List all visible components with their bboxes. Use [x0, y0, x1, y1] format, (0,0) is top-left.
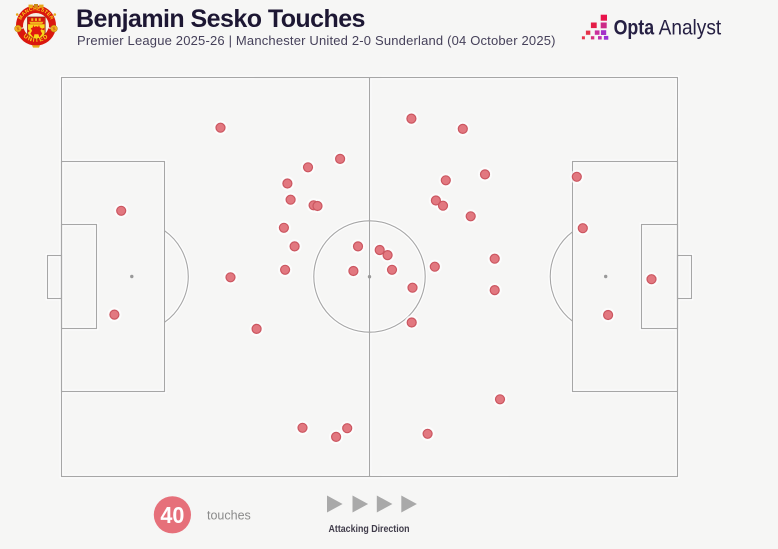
svg-text:Attacking Direction: Attacking Direction — [329, 524, 410, 535]
svg-text:40: 40 — [160, 502, 184, 528]
svg-text:Opta: Opta — [614, 17, 655, 40]
svg-text:UNITED: UNITED — [22, 34, 50, 44]
svg-text:Analyst: Analyst — [659, 17, 722, 40]
svg-text:touches: touches — [207, 509, 251, 523]
